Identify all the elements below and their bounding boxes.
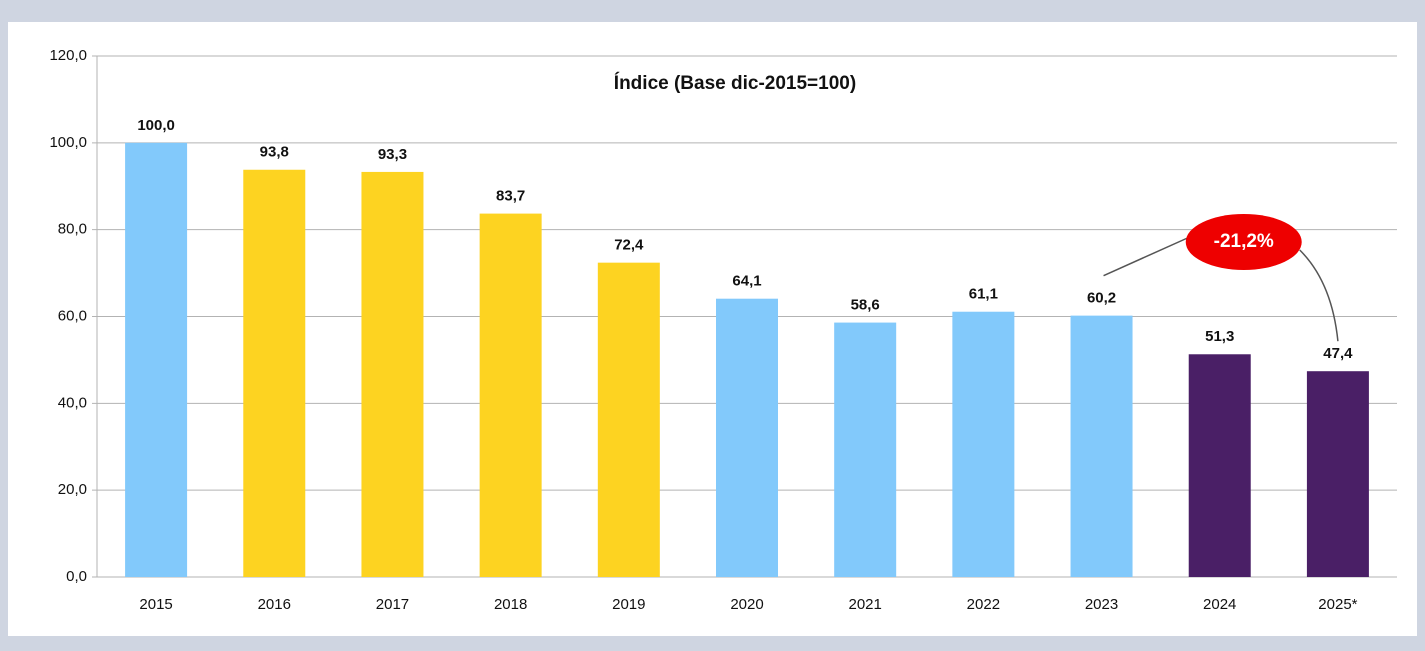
y-tick-label: 40,0 (58, 394, 87, 411)
x-tick-label: 2022 (967, 596, 1000, 613)
bar (125, 142, 188, 578)
x-tick-label: 2016 (258, 596, 291, 613)
bar (716, 298, 778, 577)
chart-title: Índice (Base dic-2015=100) (614, 72, 856, 94)
value-label: 51,3 (1205, 328, 1234, 345)
x-tick-label: 2015 (139, 596, 172, 613)
x-tick-label: 2024 (1203, 596, 1236, 613)
x-tick-label: 2018 (494, 596, 527, 613)
value-label: 93,3 (378, 146, 407, 163)
y-tick-label: 60,0 (58, 307, 87, 324)
bar (834, 322, 897, 577)
chart-panel (8, 22, 1417, 636)
x-tick-label: 2025* (1318, 596, 1357, 613)
y-tick-label: 100,0 (49, 134, 87, 151)
value-label: 64,1 (732, 273, 761, 290)
bar (1188, 354, 1251, 577)
y-tick-label: 20,0 (58, 481, 87, 498)
value-label: 60,2 (1087, 290, 1116, 307)
y-tick-label: 0,0 (66, 568, 87, 585)
x-tick-label: 2021 (848, 596, 881, 613)
x-tick-label: 2017 (376, 596, 409, 613)
value-label: 83,7 (496, 188, 525, 205)
x-tick-label: 2023 (1085, 596, 1118, 613)
annotation-connector (1299, 249, 1339, 342)
value-label: 47,4 (1323, 345, 1353, 362)
annotation-bubble (1185, 214, 1302, 270)
value-label: 61,1 (969, 286, 998, 303)
annotation-connector (1103, 236, 1191, 277)
bar (1070, 315, 1133, 577)
value-label: 72,4 (614, 237, 644, 254)
x-tick-label: 2019 (612, 596, 645, 613)
bar (361, 171, 424, 578)
annotation: -21,2% (1214, 231, 1274, 252)
value-label: 93,8 (260, 144, 289, 161)
bar (243, 169, 306, 578)
bar (597, 262, 660, 577)
value-label: 58,6 (851, 297, 880, 314)
x-tick-label: 2020 (730, 596, 763, 613)
y-tick-label: 80,0 (58, 221, 87, 238)
value-label: 100,0 (137, 117, 175, 134)
bar (952, 311, 1015, 577)
bar (1306, 371, 1369, 577)
bar (479, 213, 542, 578)
y-tick-label: 120,0 (49, 47, 87, 64)
